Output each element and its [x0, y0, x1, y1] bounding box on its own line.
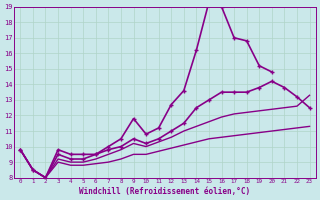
X-axis label: Windchill (Refroidissement éolien,°C): Windchill (Refroidissement éolien,°C)	[79, 187, 251, 196]
